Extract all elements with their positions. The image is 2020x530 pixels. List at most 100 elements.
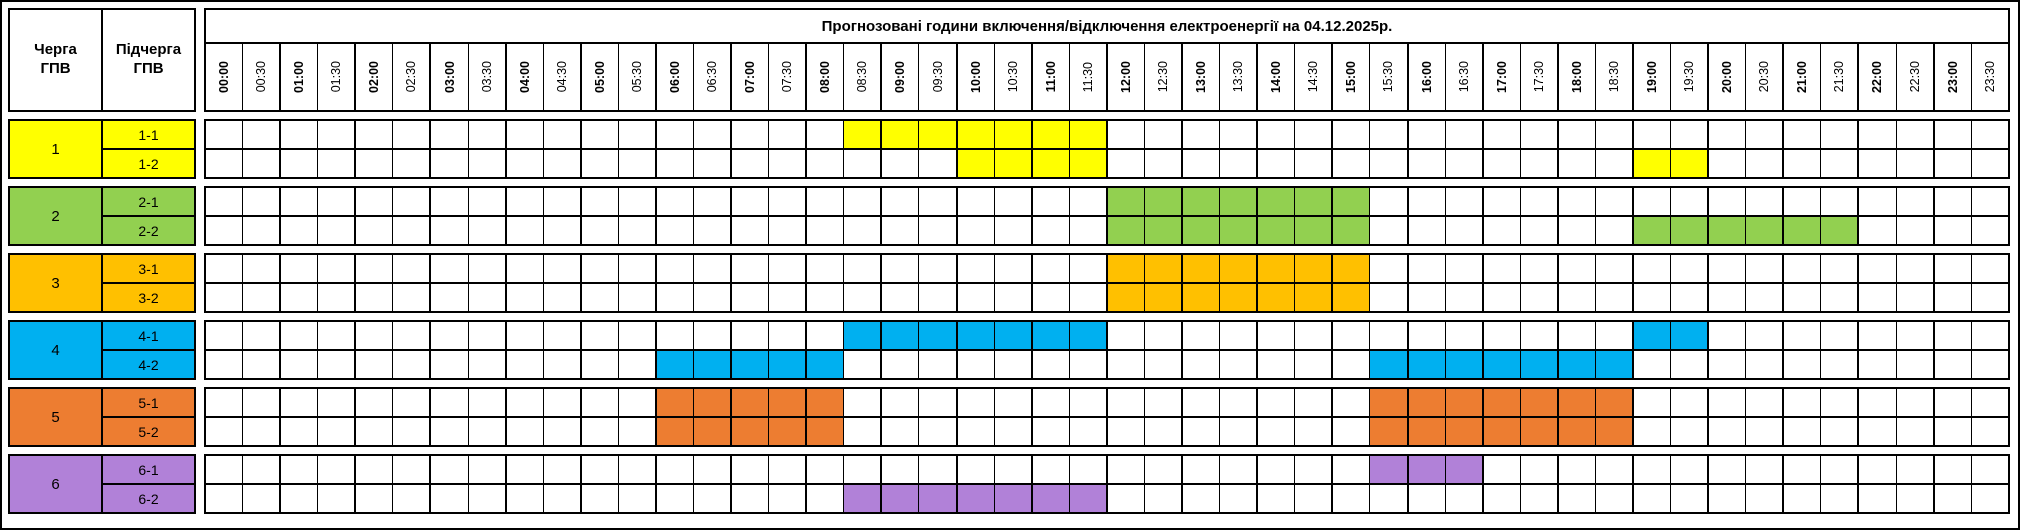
cell-1-1-21:00 <box>1782 121 1821 148</box>
queue-label-box: 3 3-1 3-2 <box>8 253 196 313</box>
cell-5-1-12:00 <box>1105 389 1144 416</box>
slot-row-5-1 <box>206 389 2008 416</box>
time-header-04:00: 04:00 <box>504 44 543 110</box>
cell-6-2-21:00 <box>1782 485 1821 512</box>
time-label: 16:30 <box>1456 61 1471 93</box>
cell-6-2-04:00 <box>504 485 543 512</box>
cell-4-1-23:30 <box>1970 322 2008 349</box>
cell-1-1-13:30 <box>1219 121 1257 148</box>
cell-2-1-07:00 <box>730 188 769 215</box>
cell-5-2-20:30 <box>1745 418 1783 445</box>
queue-number: 3 <box>10 255 101 311</box>
cell-4-1-09:00 <box>880 322 919 349</box>
cell-6-1-11:00 <box>1030 456 1069 483</box>
cell-4-1-00:30 <box>242 322 280 349</box>
cell-3-2-03:30 <box>467 284 505 311</box>
cell-1-2-05:30 <box>617 150 655 177</box>
cell-1-2-15:30 <box>1369 150 1407 177</box>
time-header-00:30: 00:30 <box>242 44 279 110</box>
cell-4-1-07:00 <box>730 322 769 349</box>
time-header-07:00: 07:00 <box>730 44 768 110</box>
cell-4-2-08:30 <box>843 351 881 378</box>
cell-5-1-03:00 <box>429 389 468 416</box>
cell-1-1-21:30 <box>1820 121 1858 148</box>
cell-1-2-09:30 <box>918 150 956 177</box>
cell-2-2-22:00 <box>1857 217 1896 244</box>
cell-5-2-17:00 <box>1481 418 1520 445</box>
cell-4-2-21:30 <box>1820 351 1858 378</box>
cell-3-1-14:00 <box>1256 255 1295 282</box>
cell-6-2-09:30 <box>918 485 956 512</box>
cell-5-2-18:00 <box>1556 418 1595 445</box>
cell-5-2-08:00 <box>805 418 844 445</box>
time-header-07:30: 07:30 <box>768 44 805 110</box>
cell-4-1-06:30 <box>693 322 731 349</box>
subqueue-label-5-1: 5-1 <box>103 389 194 416</box>
cell-4-1-19:00 <box>1631 322 1671 349</box>
cell-4-1-10:00 <box>955 322 994 349</box>
cell-2-1-12:30 <box>1143 188 1182 215</box>
queue-column-header: Черга ГПВ <box>34 41 77 77</box>
cell-1-2-09:00 <box>880 150 919 177</box>
queue-number: 4 <box>10 322 101 378</box>
cell-3-1-19:30 <box>1670 255 1708 282</box>
cell-2-1-03:30 <box>467 188 505 215</box>
cell-4-1-22:00 <box>1857 322 1896 349</box>
cell-6-2-14:00 <box>1256 485 1295 512</box>
cell-1-2-05:00 <box>579 150 618 177</box>
cell-2-1-12:00 <box>1105 188 1144 215</box>
cell-5-1-18:00 <box>1556 389 1595 416</box>
subqueue-column-header: Підчерга ГПВ <box>101 10 194 110</box>
cell-1-1-08:00 <box>805 121 844 148</box>
cell-6-2-18:30 <box>1594 485 1632 512</box>
cell-1-2-00:30 <box>242 150 280 177</box>
slot-row-4-2 <box>206 349 2008 378</box>
cell-2-1-09:30 <box>918 188 956 215</box>
cell-2-2-05:00 <box>579 217 618 244</box>
cell-5-1-21:00 <box>1782 389 1821 416</box>
cell-3-1-00:00 <box>206 255 243 282</box>
cell-4-1-11:00 <box>1030 322 1069 349</box>
band-gap <box>196 186 204 246</box>
cell-6-1-09:30 <box>918 456 956 483</box>
cell-3-2-05:30 <box>617 284 655 311</box>
time-label: 21:30 <box>1832 61 1847 93</box>
time-header-02:00: 02:00 <box>354 44 392 110</box>
cell-2-1-05:30 <box>617 188 655 215</box>
cell-5-1-13:00 <box>1181 389 1220 416</box>
schedule-bands: 1 1-1 1-2 2 2-1 2-2 3 3-1 3-2 4 4-1 4-2 5 5-1 5-2 6 6-1 6… <box>8 112 2010 514</box>
cell-4-1-01:30 <box>317 322 355 349</box>
cell-1-1-10:00 <box>955 121 994 148</box>
cell-5-1-19:30 <box>1670 389 1708 416</box>
cell-6-1-05:30 <box>617 456 655 483</box>
cell-2-1-20:30 <box>1745 188 1783 215</box>
cell-4-1-08:30 <box>843 322 881 349</box>
cell-1-1-16:30 <box>1444 121 1482 148</box>
time-header-08:30: 08:30 <box>843 44 880 110</box>
header-band: Черга ГПВ Підчерга ГПВ Прогнозовані годи… <box>8 8 2010 112</box>
cell-1-1-19:30 <box>1670 121 1708 148</box>
cell-2-2-20:30 <box>1745 217 1783 244</box>
queue-group-6: 6 6-1 6-2 <box>8 454 2010 514</box>
cell-6-2-05:30 <box>617 485 655 512</box>
cell-5-2-13:00 <box>1181 418 1220 445</box>
cell-3-2-15:30 <box>1369 284 1407 311</box>
cell-5-1-06:30 <box>693 389 731 416</box>
queue-group-1: 1 1-1 1-2 <box>8 119 2010 179</box>
cell-1-1-06:00 <box>654 121 694 148</box>
cell-6-2-18:00 <box>1556 485 1595 512</box>
cell-6-2-04:30 <box>542 485 580 512</box>
slot-row-2-2 <box>206 215 2008 244</box>
cell-6-2-00:00 <box>206 485 243 512</box>
cell-3-1-23:00 <box>1932 255 1971 282</box>
slot-row-2-1 <box>206 188 2008 215</box>
cell-5-2-08:30 <box>843 418 881 445</box>
time-label: 19:00 <box>1645 61 1659 93</box>
cell-4-1-09:30 <box>918 322 956 349</box>
cell-2-1-15:30 <box>1369 188 1407 215</box>
cell-5-1-22:30 <box>1895 389 1933 416</box>
cell-5-1-07:30 <box>768 389 806 416</box>
cell-3-2-23:30 <box>1970 284 2008 311</box>
time-label: 04:30 <box>554 61 569 93</box>
time-label: 07:30 <box>780 61 795 93</box>
